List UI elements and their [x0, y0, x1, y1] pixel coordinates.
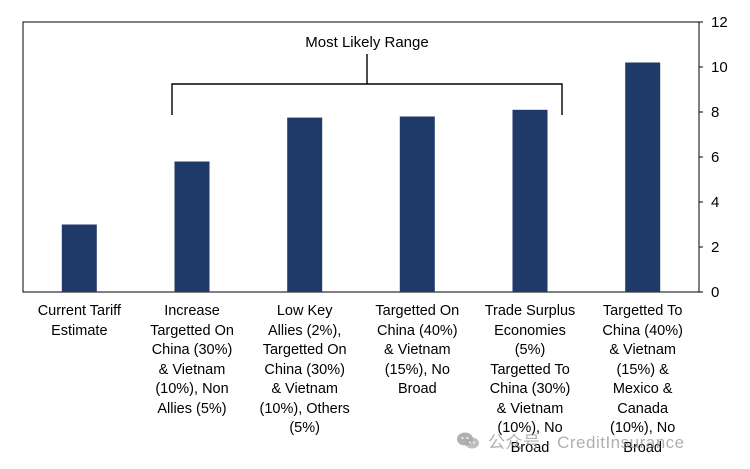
- x-category-label-line: Broad: [623, 439, 662, 456]
- y-tick-label: 4: [711, 194, 719, 211]
- watermark: 公众号 · CreditInsurance: [456, 428, 685, 453]
- x-category-label-line: China (30%): [489, 381, 571, 397]
- x-category-label-line: (10%), No: [497, 420, 563, 436]
- x-category-label-line: & Vietnam: [496, 400, 564, 417]
- x-category-label-line: China (40%): [377, 322, 458, 339]
- x-category-label-line: & Vietnam: [384, 342, 451, 358]
- x-category-label-line: China (30%): [264, 361, 345, 378]
- bar: [399, 116, 435, 292]
- watermark-text: 公众号 · CreditInsurance: [488, 433, 685, 452]
- y-tick-label: 8: [711, 104, 719, 121]
- x-category-label-line: Targetted To: [490, 361, 570, 378]
- plot-frame: [22, 21, 700, 293]
- bar: [174, 161, 210, 292]
- x-category-label-line: Increase: [164, 303, 220, 319]
- x-category-label-line: China (40%): [602, 322, 683, 339]
- x-category-label-line: Trade Surplus: [484, 303, 576, 319]
- y-tick-label: 6: [711, 149, 719, 166]
- x-category-label-line: Economies: [494, 322, 566, 339]
- x-category-label: Current Tariff Estimate: [20, 302, 138, 341]
- x-category-label-line: (10%), No: [610, 420, 676, 436]
- x-category-label-line: (5%): [514, 342, 546, 358]
- x-category-label-line: (15%), No: [384, 361, 450, 378]
- y-tick-label: 10: [711, 59, 728, 76]
- x-category-label-line: Targetted On: [375, 303, 460, 319]
- x-category-label-line: (10%), Non: [155, 381, 229, 397]
- bar: [625, 62, 661, 292]
- annotation-label: Most Likely Range: [305, 34, 428, 51]
- y-tick-label: 12: [711, 14, 728, 31]
- x-category-label-line: Allies (2%),: [267, 322, 342, 339]
- x-category-label-line: Allies (5%): [157, 400, 227, 417]
- x-category-label-line: Targetted On: [150, 322, 234, 339]
- x-category-label-line: (15%) &: [616, 361, 669, 378]
- x-category-label-line: & Vietnam: [609, 342, 676, 358]
- x-category-label-line: Canada: [617, 400, 669, 417]
- x-category-label-line: Current Tariff: [37, 303, 121, 319]
- x-category-label-line: China (30%): [151, 342, 233, 358]
- range-bracket: [171, 54, 563, 115]
- bar: [287, 117, 323, 292]
- bar: [512, 109, 548, 292]
- x-category-label-line: Broad: [510, 439, 550, 456]
- x-category-label-line: (5%): [289, 420, 320, 436]
- bar: [61, 224, 97, 292]
- x-category-label-line: Broad: [397, 381, 437, 397]
- y-tick-label: 2: [711, 239, 719, 256]
- y-tick-label: 0: [711, 284, 719, 301]
- x-category-label: Trade Surplus Economies (5%) Targetted To Ch…: [471, 302, 589, 458]
- wechat-icon: [457, 432, 479, 449]
- x-category-label-line: Low Key: [276, 303, 333, 319]
- x-category-label: Low Key Allies (2%), Targetted On China (30…: [246, 302, 364, 439]
- x-category-label: Targetted On China (40%) & Vietnam (15%), N…: [358, 302, 476, 400]
- x-category-label-line: Estimate: [51, 322, 108, 339]
- x-category-label-line: Mexico &: [612, 381, 673, 397]
- x-category-label-line: Targetted On: [262, 342, 347, 358]
- x-category-label-line: & Vietnam: [271, 381, 338, 397]
- x-category-label-line: (10%), Others: [259, 400, 350, 417]
- x-category-label: Increase Targetted On China (30%) & Vietnam…: [133, 302, 251, 419]
- x-category-label-line: & Vietnam: [158, 361, 226, 378]
- x-category-label-line: Targetted To: [602, 303, 683, 319]
- x-category-label: Targetted To China (40%) & Vietnam (15%) & M…: [584, 302, 702, 458]
